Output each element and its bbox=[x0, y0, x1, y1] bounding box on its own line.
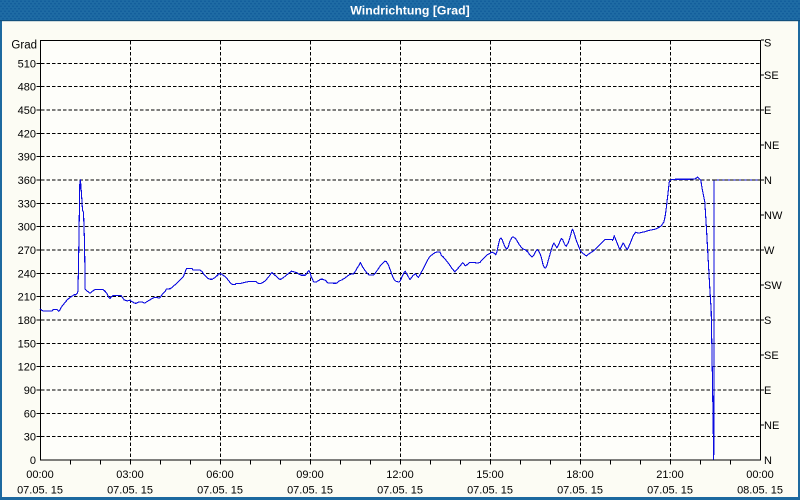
svg-text:E: E bbox=[764, 105, 771, 117]
svg-text:Windrichtung [Grad]: Windrichtung [Grad] bbox=[350, 4, 469, 18]
svg-text:510: 510 bbox=[18, 58, 36, 70]
svg-text:0: 0 bbox=[30, 455, 36, 467]
svg-text:07.05. 15: 07.05. 15 bbox=[377, 485, 423, 497]
svg-text:07.05. 15: 07.05. 15 bbox=[17, 485, 63, 497]
svg-text:330: 330 bbox=[18, 198, 36, 210]
svg-text:S: S bbox=[764, 38, 771, 50]
svg-text:07.05. 15: 07.05. 15 bbox=[557, 485, 603, 497]
svg-text:120: 120 bbox=[18, 362, 36, 374]
svg-text:210: 210 bbox=[18, 292, 36, 304]
svg-text:S: S bbox=[764, 315, 771, 327]
svg-text:450: 450 bbox=[18, 105, 36, 117]
svg-text:90: 90 bbox=[24, 385, 36, 397]
svg-text:00:00: 00:00 bbox=[26, 469, 54, 481]
svg-text:N: N bbox=[764, 175, 772, 187]
svg-text:360: 360 bbox=[18, 175, 36, 187]
svg-text:E: E bbox=[764, 385, 771, 397]
svg-text:420: 420 bbox=[18, 128, 36, 140]
svg-text:07.05. 15: 07.05. 15 bbox=[107, 485, 153, 497]
svg-text:00:00: 00:00 bbox=[746, 469, 774, 481]
svg-text:N: N bbox=[764, 455, 772, 467]
svg-text:Grad: Grad bbox=[11, 40, 37, 52]
svg-text:60: 60 bbox=[24, 408, 36, 420]
svg-text:18:00: 18:00 bbox=[566, 469, 594, 481]
svg-text:390: 390 bbox=[18, 152, 36, 164]
svg-text:30: 30 bbox=[24, 432, 36, 444]
svg-text:03:00: 03:00 bbox=[116, 469, 144, 481]
svg-text:270: 270 bbox=[18, 245, 36, 257]
svg-text:07.05. 15: 07.05. 15 bbox=[467, 485, 513, 497]
svg-text:300: 300 bbox=[18, 222, 36, 234]
svg-text:NE: NE bbox=[764, 140, 779, 152]
svg-text:12:00: 12:00 bbox=[386, 469, 414, 481]
svg-text:SE: SE bbox=[764, 350, 779, 362]
svg-text:15:00: 15:00 bbox=[476, 469, 504, 481]
svg-text:480: 480 bbox=[18, 82, 36, 94]
svg-text:07.05. 15: 07.05. 15 bbox=[647, 485, 693, 497]
svg-text:180: 180 bbox=[18, 315, 36, 327]
svg-text:SE: SE bbox=[764, 70, 779, 82]
svg-text:08.05. 15: 08.05. 15 bbox=[737, 485, 783, 497]
svg-text:NE: NE bbox=[764, 420, 779, 432]
svg-text:06:00: 06:00 bbox=[206, 469, 234, 481]
svg-text:07.05. 15: 07.05. 15 bbox=[287, 485, 333, 497]
svg-text:150: 150 bbox=[18, 338, 36, 350]
svg-text:21:00: 21:00 bbox=[656, 469, 684, 481]
svg-text:W: W bbox=[764, 245, 775, 257]
svg-text:07.05. 15: 07.05. 15 bbox=[197, 485, 243, 497]
svg-text:09:00: 09:00 bbox=[296, 469, 324, 481]
svg-text:SW: SW bbox=[764, 280, 782, 292]
svg-text:NW: NW bbox=[764, 210, 783, 222]
svg-text:240: 240 bbox=[18, 268, 36, 280]
